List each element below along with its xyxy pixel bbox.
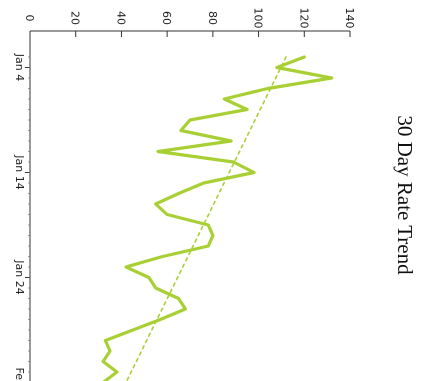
value-tick-label: 80 (206, 11, 219, 25)
chart-title: 30 Day Rate Trend (393, 115, 417, 275)
value-tick-label: 60 (160, 11, 173, 25)
value-tick-label: 0 (23, 15, 36, 22)
time-tick-label: Feb 3 (13, 368, 26, 381)
axes: 0 20 40 60 80 100 120 140 Jan 4 Jan 14 Jan 24 Feb 3 (13, 8, 356, 381)
time-tick-label: Jan 24 (13, 259, 26, 294)
value-tick-label: 100 (252, 8, 265, 29)
time-tick-label: Jan 4 (13, 53, 26, 81)
time-tick-label: Jan 14 (13, 154, 26, 189)
value-tick-label: 140 (343, 8, 356, 29)
value-tick-label: 20 (69, 11, 82, 25)
series-layer (101, 55, 334, 381)
value-tick-label: 40 (114, 11, 127, 25)
value-tick-label: 120 (297, 8, 310, 29)
trendline (125, 56, 287, 381)
series-line (101, 55, 334, 381)
